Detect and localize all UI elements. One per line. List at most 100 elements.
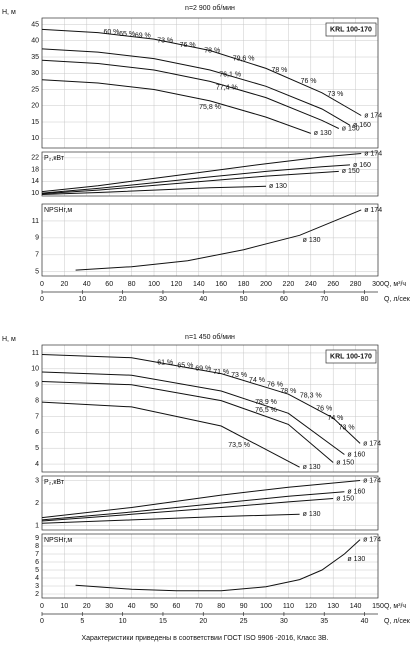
efficiency-label: 75,8 % [199,104,221,111]
curve-label: ø 174 [364,112,382,119]
x-tick-label: 300 [372,281,384,288]
pump-curve [75,539,361,592]
pump-curve [41,381,334,463]
efficiency-label: 78 % [204,47,220,54]
y-tick-label: 8 [35,397,39,404]
x-tick-label: 100 [260,603,272,610]
y-tick-label: 6 [35,429,39,436]
efficiency-label: 73,5 % [228,442,250,449]
efficiency-label: 77,4 % [216,85,238,92]
x-axis-label: Q, м³/ч [384,281,406,288]
x2-axis-label: Q, л/сек [384,296,410,303]
x-tick-label: 180 [238,281,250,288]
efficiency-label: 74 % [249,377,265,384]
y-tick-label: 30 [31,70,39,77]
efficiency-label: 76 % [301,78,317,85]
x-tick-label: 140 [350,603,362,610]
efficiency-label: 65 % [119,31,135,38]
efficiency-label: 73 % [157,38,173,45]
y-axis-label: H, м [2,9,16,16]
x-tick-label: 60 [105,281,113,288]
efficiency-label: 78 % [280,388,296,395]
efficiency-label: 78,3 % [300,393,322,400]
y-tick-label: 3 [35,583,39,590]
y-tick-label: 9 [35,535,39,542]
curve-label: ø 150 [336,459,354,466]
pump-curve [41,354,361,444]
x2-axis-label: Q, л/сек [384,618,410,625]
x-tick-label: 10 [61,603,69,610]
x-axis-label: Q, м³/ч [384,603,406,610]
y-tick-label: 5 [35,445,39,452]
pump-curve [41,480,361,519]
model-name: KRL 100-170 [330,353,372,360]
x-tick-label: 0 [40,281,44,288]
y-tick-label: 6 [35,559,39,566]
x2-tick-label: 30 [280,618,288,625]
x-tick-label: 60 [173,603,181,610]
efficiency-label: 73 % [231,372,247,379]
x-tick-label: 90 [240,603,248,610]
panel-frame [41,533,379,599]
y-tick-label: 11 [32,218,39,225]
x2-tick-label: 0 [40,296,44,303]
model-name: KRL 100-170 [330,26,372,33]
y-tick-label: 11 [32,350,39,357]
curve-label: ø 150 [336,495,354,502]
efficiency-label: 74 % [327,415,343,422]
x2-tick-label: 80 [361,296,369,303]
y-tick-label: 14 [31,178,39,185]
x-tick-label: 20 [83,603,91,610]
curve-label: ø 174 [364,207,382,214]
efficiency-label: 61 % [157,359,173,366]
efficiency-label: 73 % [339,424,355,431]
x2-tick-label: 20 [199,618,207,625]
x-tick-label: 40 [128,603,136,610]
panel-frame [41,344,379,473]
x-tick-label: 120 [305,603,317,610]
y-axis-label: P₂,кВт [44,155,65,162]
x-tick-label: 20 [61,281,69,288]
panel-frame [41,475,379,531]
pump-curve [41,498,334,522]
curve-label: ø 160 [347,451,365,458]
y-tick-label: 1 [35,522,39,529]
efficiency-label: 78 % [271,67,287,74]
x2-tick-label: 40 [199,296,207,303]
x2-tick-label: 10 [78,296,86,303]
panel-frame [41,203,379,277]
x2-tick-label: 50 [240,296,248,303]
x2-tick-label: 10 [119,618,127,625]
curve-label: ø 130 [303,237,321,244]
x-tick-label: 50 [150,603,158,610]
y-axis-label: P₂,кВт [44,479,65,486]
y-tick-label: 45 [31,21,39,28]
pump-curve [41,371,345,455]
efficiency-label: 76 % [316,405,332,412]
y-tick-label: 7 [35,413,39,420]
y-tick-label: 4 [35,461,39,468]
x2-tick-label: 30 [159,296,167,303]
efficiency-label: 60 % [103,29,119,36]
pump-curve [41,185,267,195]
x-tick-label: 160 [215,281,227,288]
efficiency-label: 76,1 % [219,72,241,79]
y-tick-label: 5 [35,567,39,574]
pump-curve [41,164,351,194]
efficiency-label: 69 % [135,33,151,40]
y-tick-label: 3 [35,477,39,484]
pump-curve [41,79,311,134]
footer: Характеристики приведены в соответствии … [81,635,328,642]
x-tick-label: 100 [148,281,160,288]
y-tick-label: 25 [31,86,39,93]
x-tick-label: 80 [217,603,225,610]
y-tick-label: 7 [35,252,39,259]
curve-label: ø 150 [342,168,360,175]
x2-tick-label: 15 [159,618,167,625]
x-tick-label: 220 [283,281,295,288]
x2-tick-label: 20 [119,296,127,303]
y-tick-label: 15 [31,119,39,126]
x2-tick-label: 5 [80,618,84,625]
y-tick-label: 2 [35,591,39,598]
